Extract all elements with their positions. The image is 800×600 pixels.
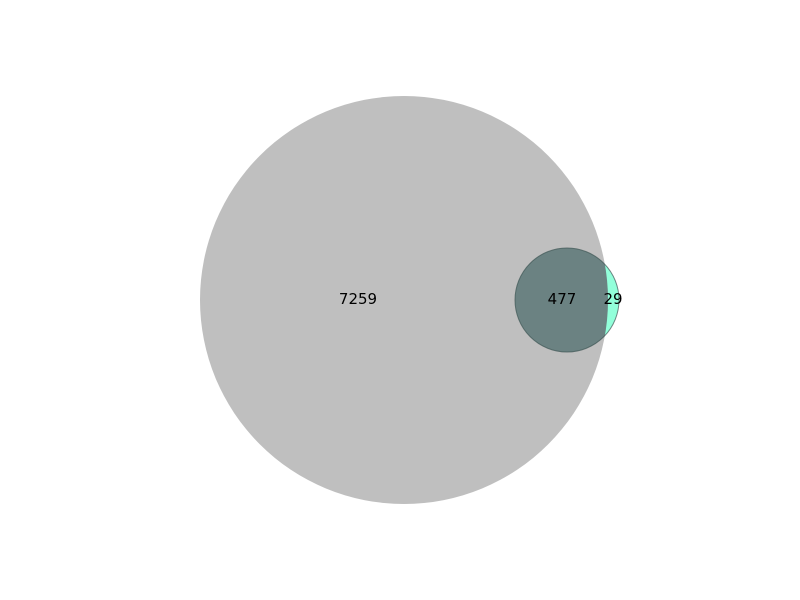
overlap-region (515, 248, 608, 352)
only-b-count-label: 29 (603, 290, 622, 308)
set-b-outline (514, 247, 620, 353)
set-a-circle (200, 96, 608, 504)
only-a-count-label: 7259 (339, 290, 377, 308)
overlap-count-label: 477 (548, 290, 577, 308)
